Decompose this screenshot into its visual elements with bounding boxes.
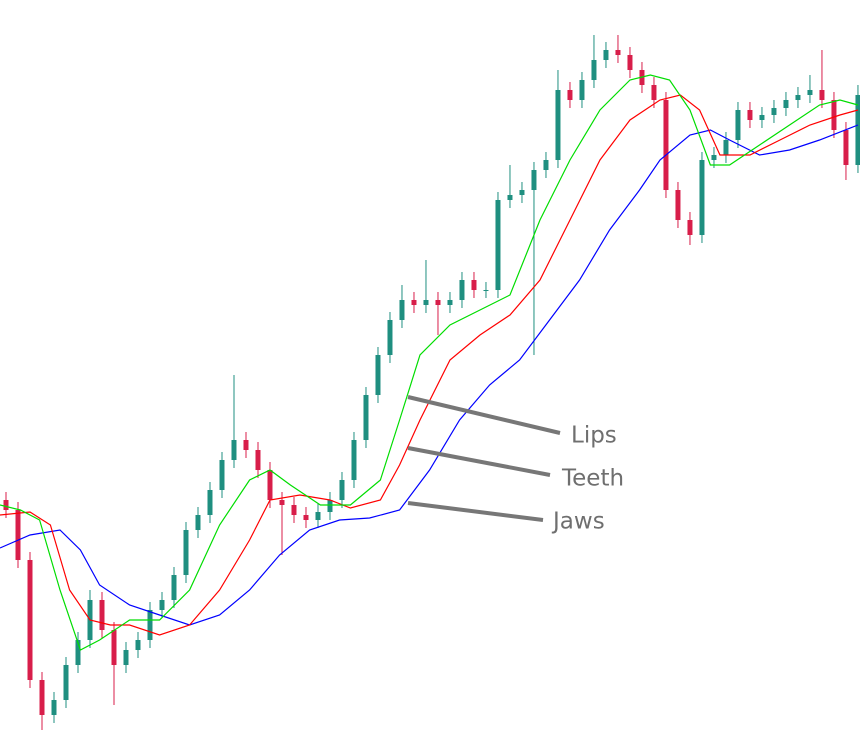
candle-body <box>399 300 405 320</box>
candle-body <box>15 510 21 560</box>
candle-body <box>471 280 477 290</box>
candle-body <box>39 680 45 715</box>
candle-body <box>123 650 129 665</box>
candle-body <box>759 115 765 120</box>
candle-body <box>603 50 609 60</box>
candle-body <box>243 440 249 450</box>
candle-body <box>711 155 717 160</box>
candle-body <box>819 90 825 100</box>
candle-body <box>183 530 189 575</box>
candle-body <box>699 160 705 235</box>
candle-body <box>651 85 657 100</box>
candle-body <box>75 640 81 665</box>
candle-body <box>567 90 573 100</box>
candle-body <box>327 500 333 512</box>
pointer <box>407 501 544 522</box>
candle-body <box>855 95 860 165</box>
candle-body <box>63 665 69 700</box>
candle-body <box>231 440 237 460</box>
candle-body <box>279 500 285 505</box>
candle-body <box>483 290 489 291</box>
candle-body <box>831 100 837 130</box>
lips-label: Lips <box>571 423 617 449</box>
candle-body <box>135 640 141 650</box>
candle-body <box>843 130 849 165</box>
pointer <box>407 446 551 477</box>
candle-body <box>495 200 501 290</box>
candle-body <box>423 300 429 305</box>
candle-body <box>687 220 693 235</box>
candle-body <box>411 300 417 305</box>
candle-body <box>615 50 621 55</box>
annotations: Lips Teeth Jaws <box>407 395 624 535</box>
candle-body <box>507 195 513 200</box>
alligator-line <box>0 124 859 626</box>
candle-body <box>459 280 465 300</box>
candle-body <box>207 490 213 515</box>
candle-body <box>291 505 297 515</box>
alligator-line <box>0 74 859 651</box>
candle-body <box>111 630 117 665</box>
candle-body <box>543 160 549 170</box>
candle-body <box>315 512 321 520</box>
candle-body <box>27 560 33 680</box>
candle-body <box>579 80 585 100</box>
candle-body <box>195 515 201 530</box>
candle-body <box>375 355 381 395</box>
candle-body <box>3 500 9 510</box>
candle-body <box>795 95 801 100</box>
candle-body <box>147 610 153 640</box>
candle-body <box>351 440 357 480</box>
candle-body <box>675 190 681 220</box>
candle-body <box>591 60 597 80</box>
candle-body <box>783 100 789 108</box>
candle-body <box>303 515 309 520</box>
candle-body <box>663 100 669 190</box>
candle-body <box>387 320 393 355</box>
candle-body <box>519 190 525 195</box>
candle-body <box>339 480 345 500</box>
candle-body <box>255 450 261 470</box>
candle-body <box>447 300 453 305</box>
jaws-label: Jaws <box>551 509 605 535</box>
candle-body <box>627 55 633 70</box>
pointer <box>407 395 561 435</box>
teeth-label: Teeth <box>561 466 624 492</box>
candle-body <box>171 575 177 600</box>
candle-body <box>267 470 273 500</box>
candle-body <box>807 90 813 95</box>
candle-body <box>51 700 57 715</box>
candle-body <box>771 108 777 115</box>
plot <box>0 35 860 730</box>
candle-body <box>531 170 537 190</box>
candle-body <box>747 110 753 120</box>
alligator-line <box>0 94 859 636</box>
candle-body <box>363 395 369 440</box>
candle-body <box>555 90 561 160</box>
candle-body <box>159 600 165 610</box>
candle-body <box>735 110 741 140</box>
candle-body <box>723 140 729 155</box>
candle-body <box>99 600 105 630</box>
candle-body <box>435 300 441 305</box>
candle-body <box>219 460 225 490</box>
